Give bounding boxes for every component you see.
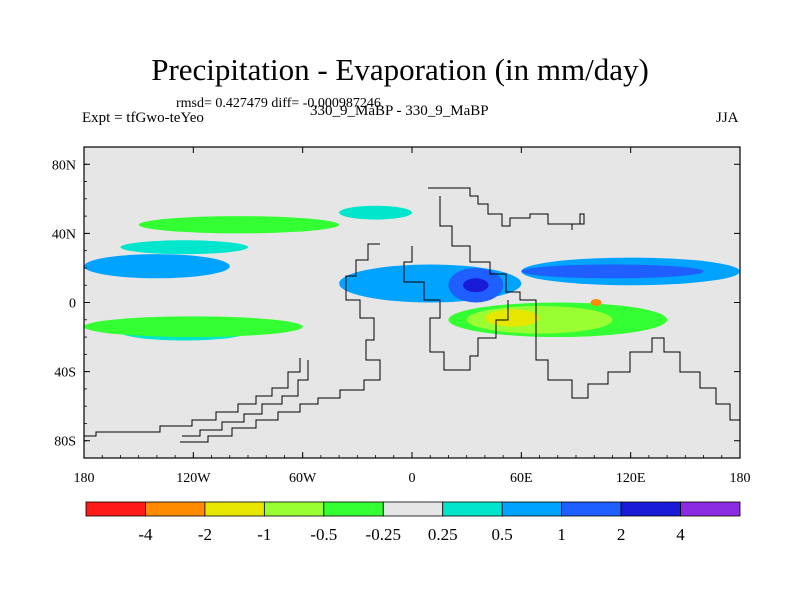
y-tick-label: 40S [54,366,76,381]
colorbar-label: -0.5 [310,525,337,544]
y-tick-label: 80N [52,158,76,173]
coastline-antarctic-edge [84,358,301,437]
y-tick-label: 40N [52,227,76,242]
colorbar-swatch [263,501,325,517]
colorbar-label: 2 [617,525,626,544]
contour-region-11 [83,316,303,338]
x-tick-label: 60E [510,471,533,486]
plot-area [83,147,741,458]
colorbar-label: 0.25 [428,525,458,544]
coastline-south-america [180,243,381,443]
x-axis: 180 120W 60W 0 60E 120E 180 [74,147,751,486]
contour-region-14 [484,309,540,327]
contour-region-15 [590,299,602,306]
colorbar-label: -0.25 [366,525,401,544]
x-tick-label: 120E [616,471,646,486]
contour-region-10 [138,216,340,234]
y-tick-label: 0 [69,297,76,312]
colorbar-swatch [561,501,622,517]
contour-region-3 [84,254,230,279]
x-tick-label: 60W [289,471,317,486]
colorbar-swatch [442,501,503,517]
rmsd-diff-stats: rmsd= 0.427479 diff= -0.000987246 [176,96,381,111]
coastline-africa-eurasia [403,187,585,371]
season-label: JJA [716,110,739,126]
x-tick-label: 0 [409,471,416,486]
colorbar-swatch [382,501,444,517]
colorbar-swatch [85,501,146,517]
coastline-australia-region [535,318,740,421]
plot-background [84,147,740,458]
colorbar-swatch [323,501,384,517]
colorbar-label: -2 [198,525,212,544]
contour-region-7 [521,264,704,279]
y-axis: 80N 40N 0 40S 80S [52,158,740,450]
colorbar: -4 -2 -1 -0.5 -0.25 0.25 0.5 1 2 4 [85,501,741,544]
colorbar-swatch [145,501,206,517]
coastline-outlines [84,187,740,443]
case-comparison-label: 330_9_MaBP - 330_9_MaBP [310,103,489,119]
experiment-label: Expt = tfGwo-teYeo [82,110,204,126]
contour-region-0 [120,240,248,255]
x-tick-label: 180 [74,471,95,486]
x-tick-label: 180 [730,471,751,486]
colorbar-swatch [620,501,681,517]
contour-region-2 [339,205,412,220]
coastline-south-staircase [182,360,309,437]
colorbar-swatch [680,501,741,517]
chart-title: Precipitation - Evaporation (in mm/day) [151,52,649,87]
y-tick-label: 80S [54,435,76,450]
colorbar-label: -1 [257,525,271,544]
colorbar-label: -4 [138,525,153,544]
contour-region-8 [463,278,489,293]
colorbar-label: 4 [676,525,685,544]
x-tick-label: 120W [176,471,211,486]
colorbar-swatch [204,501,265,517]
colorbar-label: 1 [557,525,566,544]
colorbar-label: 0.5 [492,525,513,544]
colorbar-swatch [501,501,563,517]
